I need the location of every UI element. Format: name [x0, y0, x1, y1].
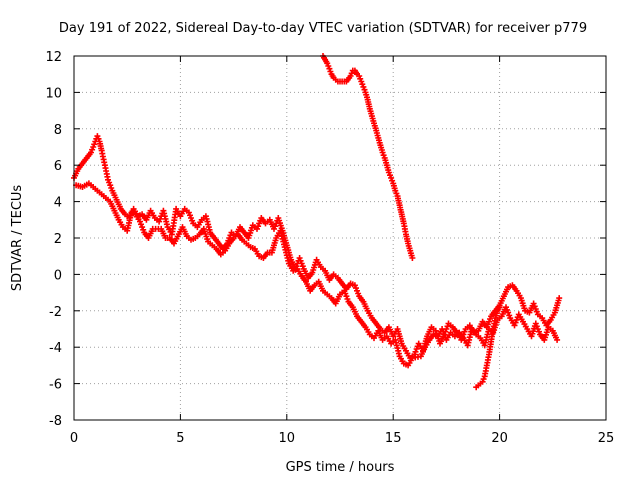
x-tick-label: 10 [279, 431, 296, 446]
y-tick-label: -6 [49, 378, 62, 393]
y-tick-label: -4 [49, 341, 62, 356]
series-upper-detached-trace [320, 53, 416, 261]
y-tick-label: 8 [54, 123, 62, 138]
y-tick-label: -2 [49, 305, 62, 320]
plus-markers [73, 180, 561, 369]
y-tick-label: -8 [49, 414, 62, 429]
series-lower-branch [73, 180, 561, 369]
series-bottom-dip [473, 304, 503, 391]
x-tick-label: 15 [385, 431, 402, 446]
y-tick-label: 2 [54, 232, 62, 247]
x-tick-label: 0 [70, 431, 78, 446]
y-tick-label: 0 [54, 268, 62, 283]
plus-markers [473, 304, 503, 391]
x-axis-label: GPS time / hours [286, 460, 395, 475]
plus-markers [320, 53, 416, 261]
x-tick-label: 25 [598, 431, 615, 446]
grid-lines [74, 56, 606, 420]
chart-title: Day 191 of 2022, Sidereal Day-to-day VTE… [59, 21, 587, 36]
axis-ticks: 0 5 10 15 20 25 -8 -6 -4 -2 0 2 4 6 8 10 12 [45, 50, 614, 446]
y-axis-label: SDTVAR / TECUs [10, 185, 25, 292]
y-tick-label: 12 [45, 50, 62, 65]
data-series [71, 53, 563, 391]
x-tick-label: 20 [491, 431, 508, 446]
y-tick-label: 10 [45, 86, 62, 101]
x-tick-label: 5 [176, 431, 184, 446]
y-tick-label: 6 [54, 159, 62, 174]
y-tick-label: 4 [54, 196, 62, 211]
